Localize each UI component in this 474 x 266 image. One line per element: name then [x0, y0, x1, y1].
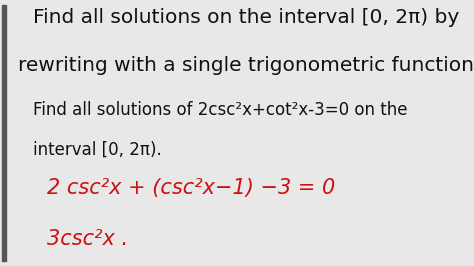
Text: Find all solutions of 2csc²x+cot²x-3=0 on the: Find all solutions of 2csc²x+cot²x-3=0 o… [33, 101, 408, 119]
Text: interval [0, 2π).: interval [0, 2π). [33, 141, 162, 159]
Text: Find all solutions on the interval [0, 2π) by: Find all solutions on the interval [0, 2… [33, 8, 460, 27]
Bar [2, 5, 6, 261]
Text: 3csc²x .: 3csc²x . [47, 229, 128, 249]
Text: rewriting with a single trigonometric function: rewriting with a single trigonometric fu… [18, 56, 474, 75]
Text: 2 csc²x + (csc²x−1) −3 = 0: 2 csc²x + (csc²x−1) −3 = 0 [47, 178, 336, 198]
